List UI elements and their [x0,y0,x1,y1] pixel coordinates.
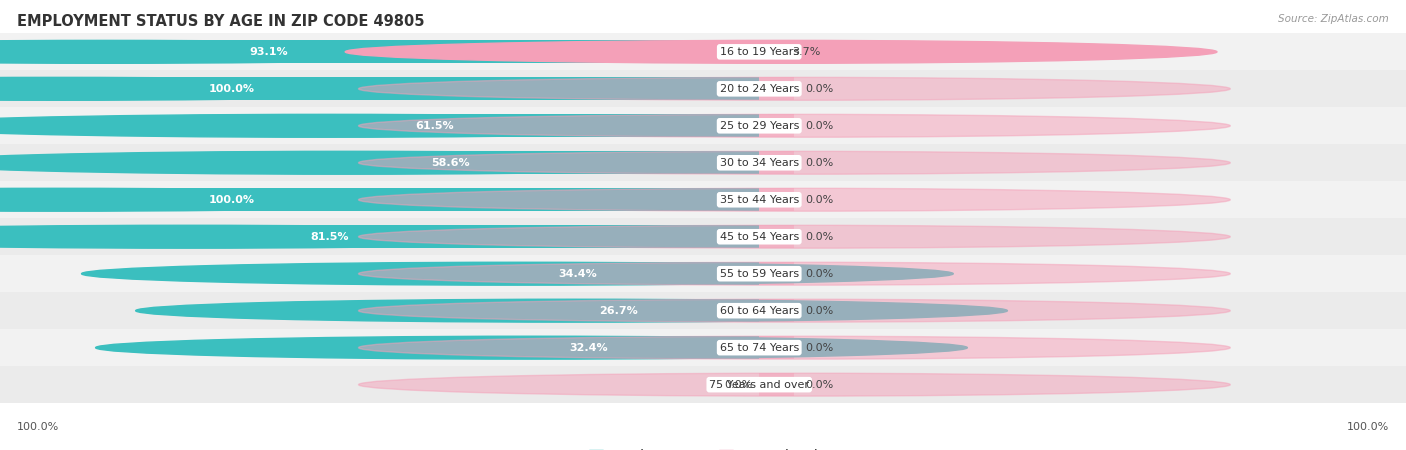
Text: 34.4%: 34.4% [558,269,598,279]
Bar [0,107,1406,144]
Bar [531,336,759,359]
Text: 65 to 74 Years: 65 to 74 Years [720,343,799,353]
Text: Source: ZipAtlas.com: Source: ZipAtlas.com [1278,14,1389,23]
Bar [105,40,759,63]
Text: 35 to 44 Years: 35 to 44 Years [720,195,799,205]
Text: 55 to 59 Years: 55 to 59 Years [720,269,799,279]
Text: 81.5%: 81.5% [311,232,349,242]
Text: 25 to 29 Years: 25 to 29 Years [720,121,799,131]
Bar [759,151,794,174]
Circle shape [359,77,1230,100]
Text: 100.0%: 100.0% [209,195,254,205]
Text: 61.5%: 61.5% [416,121,454,131]
Circle shape [96,336,967,359]
Text: 0.0%: 0.0% [806,343,834,353]
Text: 100.0%: 100.0% [17,422,59,432]
Bar [759,299,794,322]
Circle shape [359,114,1230,137]
Bar [56,188,759,211]
Text: 0.0%: 0.0% [806,306,834,316]
Circle shape [0,225,623,248]
Text: 75 Years and over: 75 Years and over [709,380,810,390]
Bar [0,181,1406,218]
Text: 0.0%: 0.0% [806,269,834,279]
Text: 26.7%: 26.7% [599,306,638,316]
Text: 0.0%: 0.0% [806,380,834,390]
Bar [759,336,794,359]
Bar [0,218,1406,255]
Text: 32.4%: 32.4% [569,343,607,353]
Bar [571,299,759,322]
Circle shape [135,299,1007,322]
Bar [347,151,759,174]
Bar [759,77,794,100]
Bar [56,77,759,100]
Circle shape [346,40,1218,63]
Text: 0.0%: 0.0% [806,158,834,168]
Text: 93.1%: 93.1% [249,47,288,57]
Bar [328,114,759,137]
Circle shape [359,225,1230,248]
Text: 100.0%: 100.0% [209,84,254,94]
Circle shape [0,188,492,211]
Text: 60 to 64 Years: 60 to 64 Years [720,306,799,316]
Text: 20 to 24 Years: 20 to 24 Years [720,84,799,94]
Legend: In Labor Force, Unemployed: In Labor Force, Unemployed [583,444,823,450]
Circle shape [359,151,1230,174]
Bar [0,329,1406,366]
Circle shape [0,77,492,100]
Text: 100.0%: 100.0% [1347,422,1389,432]
Circle shape [0,114,763,137]
Text: 3.7%: 3.7% [793,47,821,57]
Text: 0.0%: 0.0% [806,232,834,242]
Bar [759,262,794,285]
Text: 0.0%: 0.0% [806,195,834,205]
Circle shape [359,373,1230,396]
Text: 0.0%: 0.0% [806,121,834,131]
Circle shape [0,40,541,63]
Bar [759,225,794,248]
Bar [759,40,782,63]
Bar [0,70,1406,107]
Bar [0,366,1406,403]
Circle shape [82,262,953,285]
Circle shape [359,188,1230,211]
Text: 0.0%: 0.0% [806,84,834,94]
Bar [187,225,759,248]
Circle shape [359,262,1230,285]
Text: EMPLOYMENT STATUS BY AGE IN ZIP CODE 49805: EMPLOYMENT STATUS BY AGE IN ZIP CODE 498… [17,14,425,28]
Bar [759,188,794,211]
Bar [0,33,1406,70]
Circle shape [359,336,1230,359]
Text: 0.0%: 0.0% [724,380,752,390]
Text: 45 to 54 Years: 45 to 54 Years [720,232,799,242]
Circle shape [359,299,1230,322]
Circle shape [0,151,783,174]
Bar [0,144,1406,181]
Text: 58.6%: 58.6% [432,158,470,168]
Bar [517,262,759,285]
Text: 30 to 34 Years: 30 to 34 Years [720,158,799,168]
Text: 16 to 19 Years: 16 to 19 Years [720,47,799,57]
Bar [759,373,794,396]
Bar [0,255,1406,292]
Bar [0,292,1406,329]
Bar [759,114,794,137]
